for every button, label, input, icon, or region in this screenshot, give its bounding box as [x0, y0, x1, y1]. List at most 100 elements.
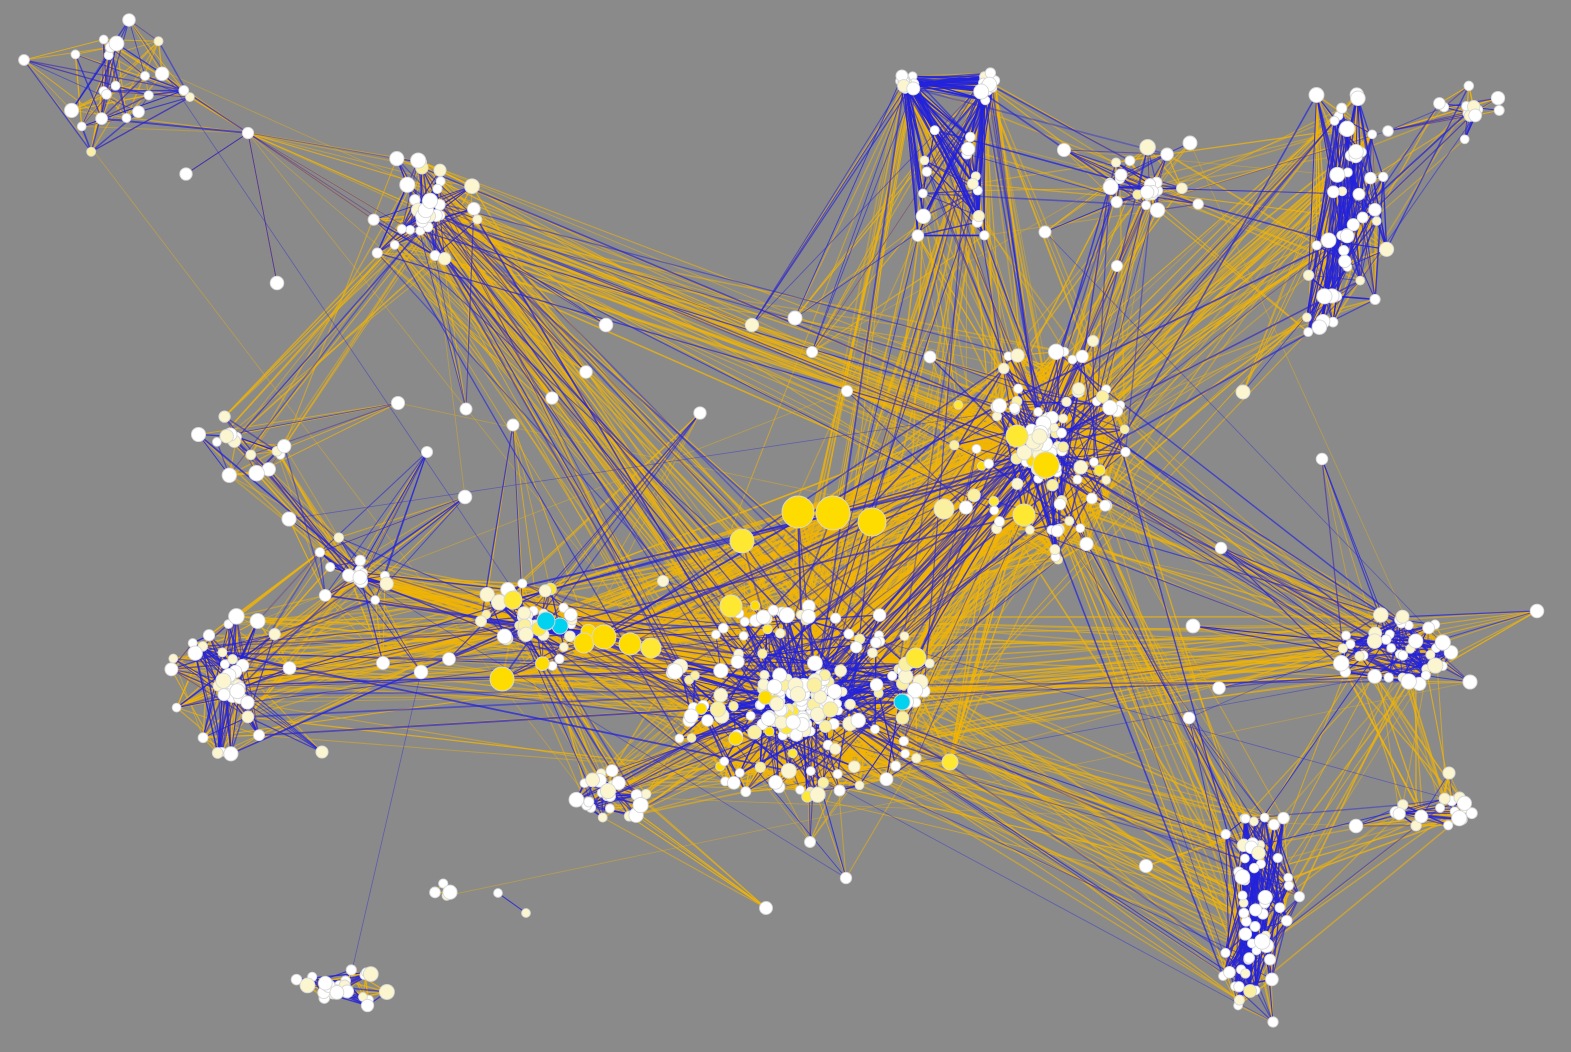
graph-node-hub[interactable] — [815, 495, 851, 531]
graph-node[interactable] — [991, 398, 1008, 414]
graph-node[interactable] — [967, 488, 981, 503]
graph-node[interactable] — [1254, 933, 1271, 950]
graph-node[interactable] — [1102, 399, 1118, 416]
graph-node[interactable] — [656, 574, 670, 588]
graph-node[interactable] — [153, 36, 164, 47]
graph-node[interactable] — [1102, 179, 1119, 196]
graph-node[interactable] — [1459, 134, 1470, 145]
graph-node[interactable] — [686, 733, 697, 743]
graph-node[interactable] — [918, 188, 928, 199]
graph-node[interactable] — [1072, 382, 1086, 396]
graph-node[interactable] — [1099, 499, 1112, 512]
graph-node[interactable] — [719, 756, 730, 767]
graph-node[interactable] — [217, 647, 228, 658]
graph-node[interactable] — [1348, 818, 1364, 834]
graph-node[interactable] — [1380, 634, 1392, 645]
graph-node[interactable] — [442, 652, 456, 666]
graph-node[interactable] — [740, 786, 752, 798]
graph-node[interactable] — [701, 714, 714, 727]
graph-node[interactable] — [101, 88, 112, 100]
graph-node[interactable] — [911, 229, 925, 242]
graph-node[interactable] — [973, 83, 990, 100]
graph-node[interactable] — [1383, 672, 1394, 683]
graph-node[interactable] — [376, 656, 390, 670]
graph-node[interactable] — [1257, 889, 1273, 905]
graph-node[interactable] — [362, 966, 379, 982]
graph-node[interactable] — [1348, 143, 1364, 160]
graph-node[interactable] — [597, 812, 608, 823]
graph-node-hub[interactable] — [1005, 424, 1029, 448]
graph-node[interactable] — [178, 85, 190, 96]
graph-node[interactable] — [843, 628, 855, 640]
graph-node[interactable] — [1368, 202, 1382, 217]
graph-node-hub[interactable] — [781, 495, 815, 529]
graph-node[interactable] — [223, 746, 239, 762]
graph-node[interactable] — [1235, 384, 1251, 400]
graph-node[interactable] — [457, 489, 473, 505]
graph-node[interactable] — [420, 445, 434, 459]
graph-node[interactable] — [1238, 927, 1253, 941]
graph-node[interactable] — [325, 562, 336, 573]
graph-node[interactable] — [95, 112, 108, 125]
graph-node[interactable] — [1110, 195, 1123, 209]
graph-node[interactable] — [122, 13, 136, 27]
graph-node[interactable] — [754, 761, 766, 773]
graph-node[interactable] — [1302, 269, 1315, 281]
graph-node[interactable] — [958, 500, 973, 515]
graph-node[interactable] — [1064, 516, 1075, 526]
graph-node[interactable] — [713, 662, 729, 679]
graph-node[interactable] — [907, 682, 924, 699]
graph-node[interactable] — [1443, 645, 1459, 660]
graph-node[interactable] — [171, 702, 182, 713]
graph-node-hub[interactable] — [941, 753, 959, 771]
graph-node[interactable] — [713, 688, 728, 703]
graph-node[interactable] — [1025, 525, 1035, 535]
graph-node[interactable] — [734, 767, 745, 778]
graph-node[interactable] — [1283, 880, 1294, 891]
graph-node[interactable] — [314, 547, 326, 558]
graph-node[interactable] — [674, 733, 685, 744]
graph-node[interactable] — [1046, 479, 1059, 492]
graph-node[interactable] — [269, 275, 285, 291]
graph-node[interactable] — [1354, 651, 1365, 662]
graph-node[interactable] — [249, 613, 266, 629]
graph-node[interactable] — [817, 776, 829, 789]
graph-node[interactable] — [744, 317, 760, 333]
graph-node[interactable] — [839, 871, 853, 885]
graph-node[interactable] — [464, 178, 480, 195]
graph-node[interactable] — [806, 677, 823, 693]
graph-node[interactable] — [472, 214, 483, 225]
graph-node[interactable] — [1075, 349, 1089, 364]
graph-node-hub[interactable] — [857, 507, 887, 537]
graph-node[interactable] — [929, 125, 940, 136]
graph-node[interactable] — [1373, 607, 1389, 623]
graph-node[interactable] — [1058, 413, 1069, 424]
graph-node-hub[interactable] — [905, 647, 927, 669]
graph-node[interactable] — [1101, 475, 1111, 485]
graph-node[interactable] — [1120, 446, 1131, 458]
graph-node[interactable] — [1243, 952, 1255, 964]
graph-node[interactable] — [221, 467, 237, 483]
graph-node[interactable] — [228, 608, 245, 625]
graph-node[interactable] — [965, 131, 976, 143]
graph-node[interactable] — [1011, 477, 1024, 490]
graph-node[interactable] — [1139, 139, 1156, 156]
graph-node[interactable] — [1259, 812, 1270, 823]
graph-node[interactable] — [1379, 241, 1395, 257]
graph-node[interactable] — [329, 985, 345, 1000]
graph-node[interactable] — [1281, 914, 1293, 927]
graph-node[interactable] — [197, 732, 209, 744]
graph-node[interactable] — [1462, 674, 1478, 690]
graph-node[interactable] — [1010, 348, 1025, 363]
graph-node[interactable] — [1456, 795, 1472, 811]
graph-node[interactable] — [1141, 200, 1152, 211]
graph-node-hub[interactable] — [489, 666, 515, 692]
graph-node[interactable] — [972, 210, 985, 223]
graph-node[interactable] — [890, 760, 902, 772]
graph-node[interactable] — [268, 628, 281, 641]
graph-node[interactable] — [1038, 225, 1052, 239]
graph-node[interactable] — [202, 629, 216, 642]
graph-node[interactable] — [64, 102, 80, 118]
graph-node[interactable] — [780, 762, 797, 779]
graph-node[interactable] — [850, 712, 866, 729]
